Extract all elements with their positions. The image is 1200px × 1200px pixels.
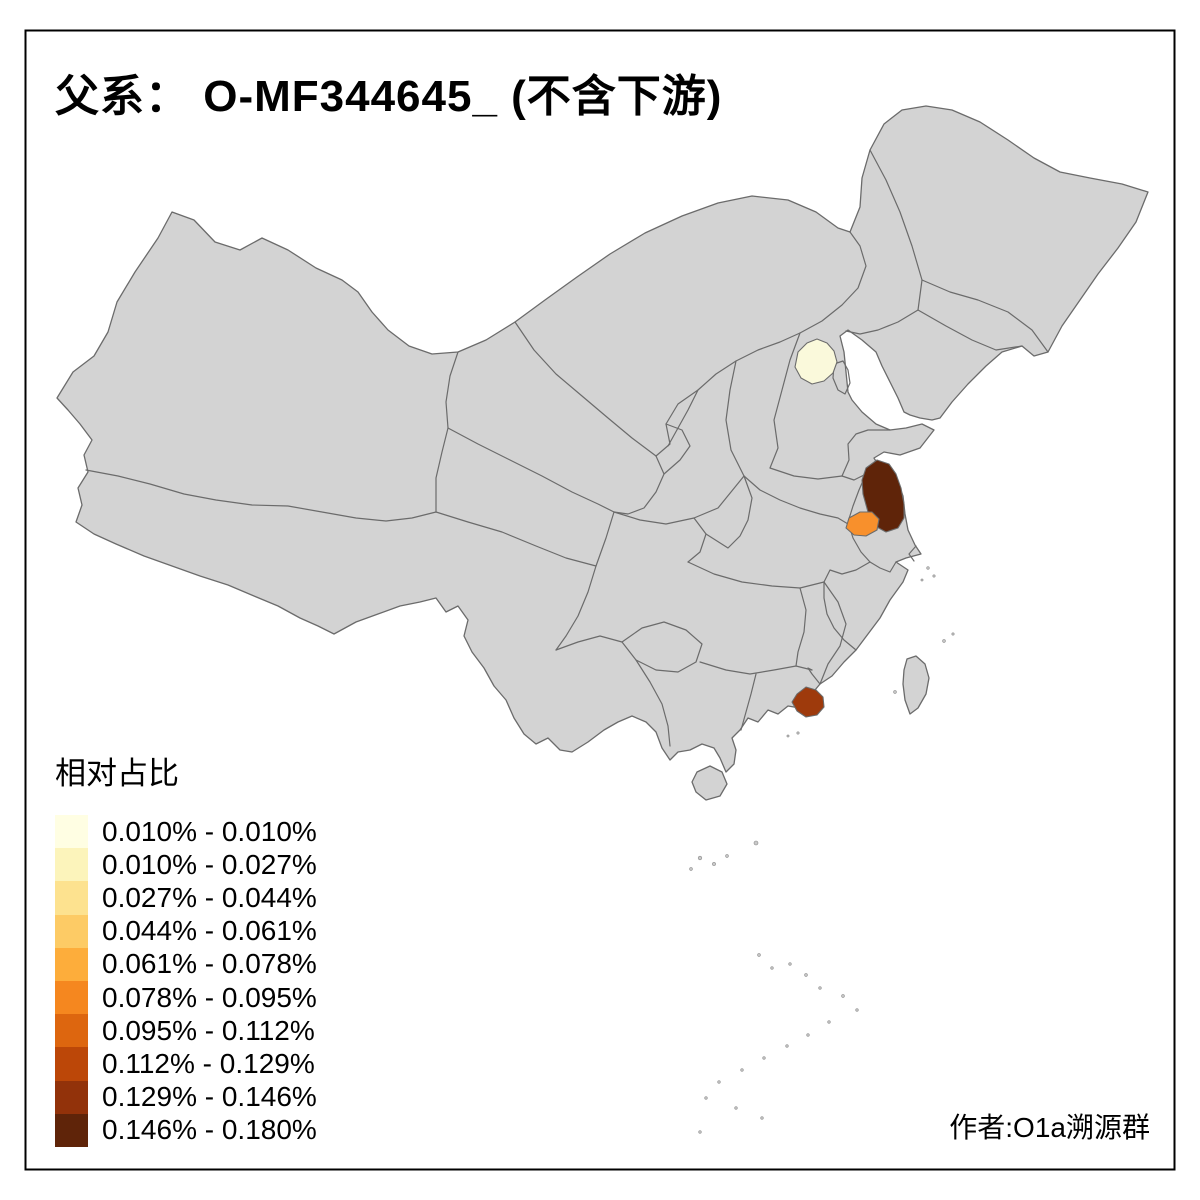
legend-swatch (55, 980, 88, 1015)
legend-swatch (55, 1113, 88, 1147)
legend-item: 0.061% - 0.078% (55, 947, 317, 981)
legend-item: 0.010% - 0.027% (55, 848, 317, 882)
legend-item: 0.095% - 0.112% (55, 1014, 317, 1048)
region-central-jiangsu (845, 511, 880, 537)
legend-swatch (55, 881, 88, 915)
legend: 相对占比 0.010% - 0.010% 0.010% - 0.027% 0.027… (55, 748, 317, 1147)
legend-title: 相对占比 (55, 756, 179, 791)
legend-label: 0.095% - 0.112% (102, 1014, 315, 1046)
legend-label: 0.010% - 0.027% (102, 848, 317, 880)
legend-label: 0.112% - 0.129% (102, 1047, 315, 1079)
hainan-island (691, 765, 728, 801)
legend-swatch (55, 815, 88, 849)
province-borders (85, 149, 1049, 747)
plot-frame (24, 29, 1176, 1171)
legend-label: 0.010% - 0.010% (102, 815, 317, 847)
mainland-china-shape (56, 105, 1149, 773)
taiwan-island (902, 655, 930, 715)
page-title: 父系： O-MF344645_ (不含下游) (55, 72, 723, 121)
legend-swatch (55, 947, 88, 981)
legend-item: 0.010% - 0.010% (55, 815, 317, 849)
legend-swatch (55, 914, 88, 948)
legend-label: 0.078% - 0.095% (102, 981, 317, 1013)
region-beijing (794, 338, 838, 385)
legend-item: 0.044% - 0.061% (55, 914, 317, 948)
legend-label: 0.044% - 0.061% (102, 915, 317, 947)
legend-label: 0.129% - 0.146% (102, 1081, 317, 1113)
region-east-guangdong (791, 686, 825, 718)
legend-rows: 0.010% - 0.010% 0.010% - 0.027% 0.027% - 0… (55, 815, 317, 1147)
legend-label: 0.061% - 0.078% (102, 948, 317, 980)
legend-item: 0.027% - 0.044% (55, 881, 317, 915)
legend-item: 0.146% - 0.180% (55, 1113, 317, 1147)
south-china-sea-islands (689, 566, 955, 1134)
legend-label: 0.027% - 0.044% (102, 881, 317, 913)
legend-item: 0.112% - 0.129% (55, 1047, 317, 1081)
attribution: 作者:O1a溯源群 (949, 1112, 1150, 1143)
legend-label: 0.146% - 0.180% (102, 1114, 317, 1146)
legend-item: 0.129% - 0.146% (55, 1080, 317, 1114)
legend-swatch (55, 1047, 88, 1081)
legend-item: 0.078% - 0.095% (55, 980, 317, 1015)
legend-swatch (55, 1014, 88, 1048)
legend-swatch (55, 848, 88, 882)
legend-swatch (55, 1080, 88, 1114)
